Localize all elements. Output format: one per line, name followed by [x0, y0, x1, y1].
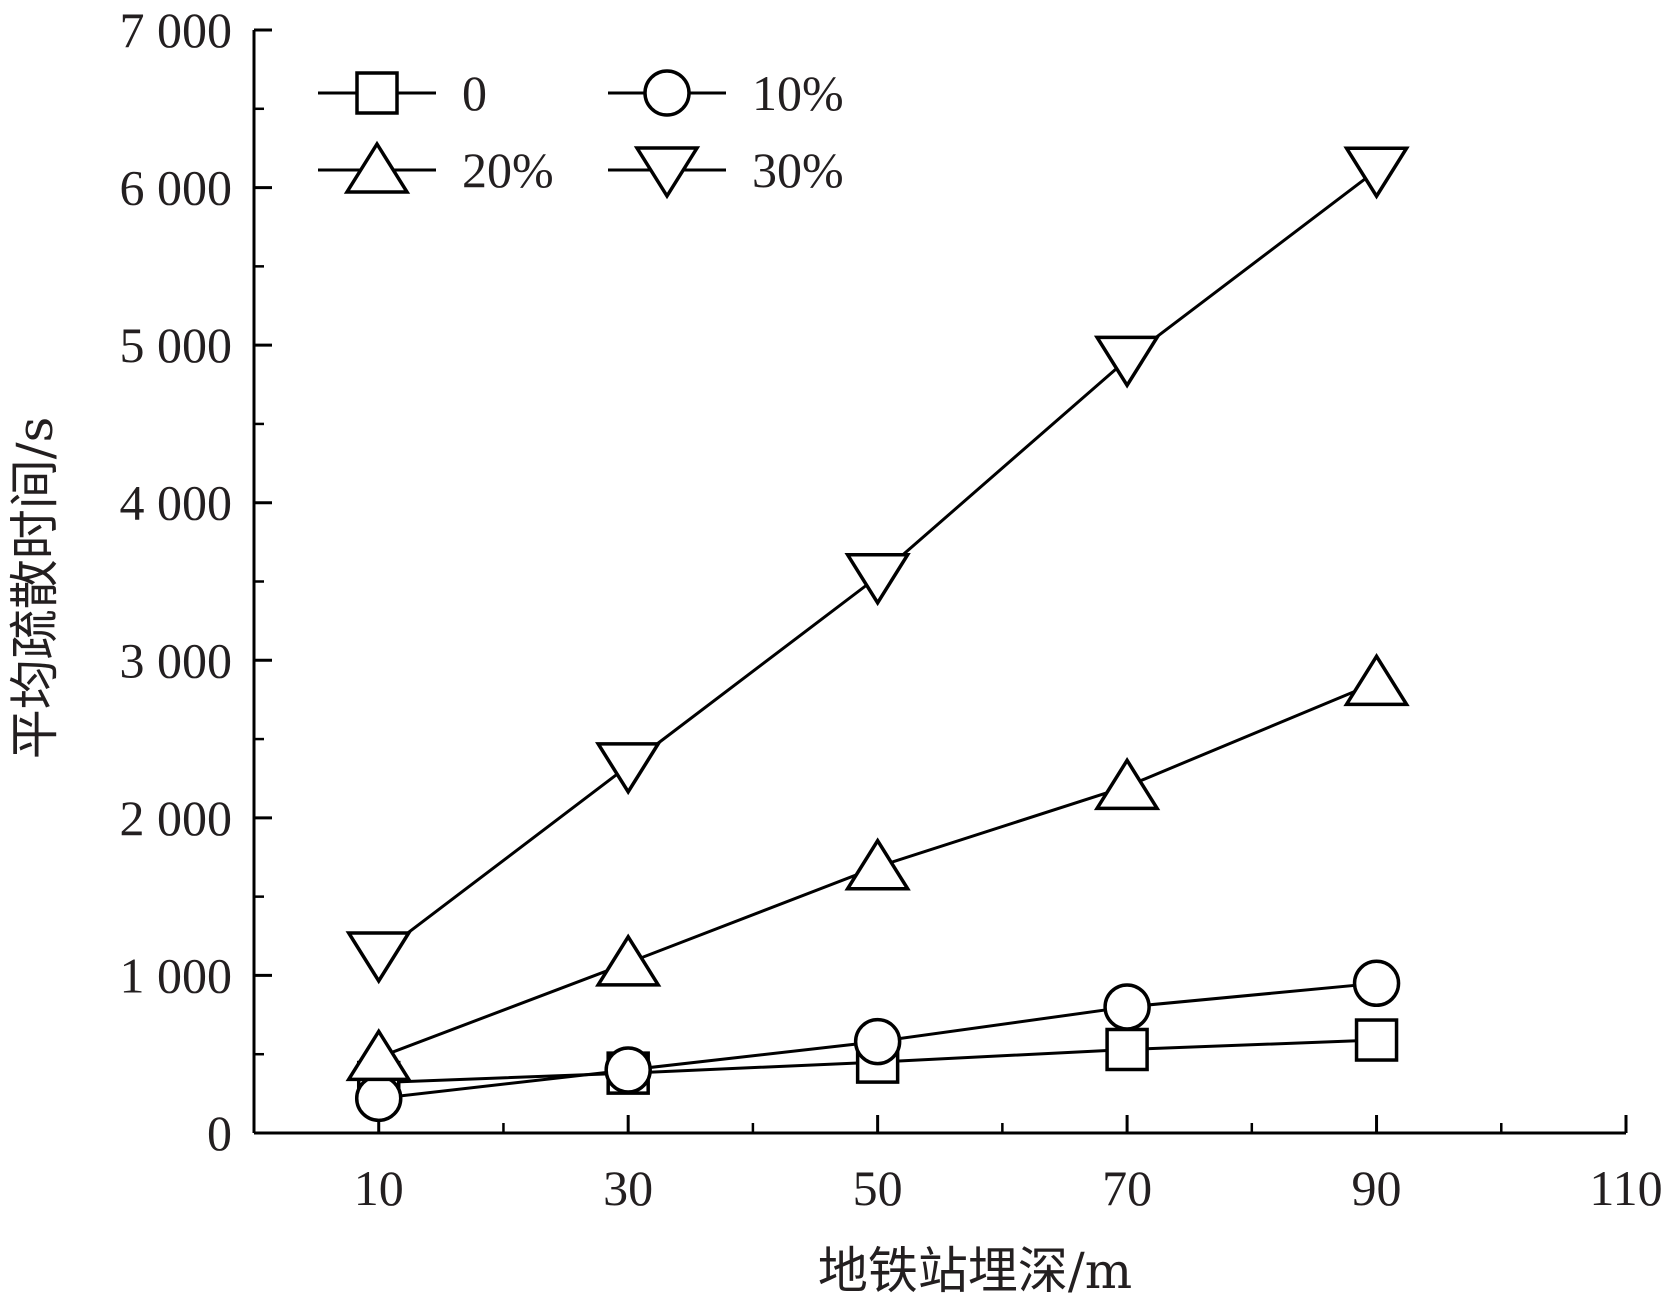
data-point-triangle-down	[1093, 335, 1161, 389]
y-tick-label: 5 000	[120, 317, 233, 373]
legend-item: 0	[318, 65, 487, 121]
y-axis-title: 平均疏散时间/s	[6, 417, 64, 760]
series-circle	[354, 959, 1401, 1123]
legend-label: 0	[462, 65, 487, 121]
legend-item: 20%	[318, 140, 554, 198]
y-tick-label: 0	[207, 1105, 232, 1161]
data-point-circle	[1103, 983, 1151, 1031]
x-tick-label: 10	[354, 1160, 404, 1216]
data-point-square	[1354, 1018, 1399, 1062]
legend-marker-triangle-down	[633, 146, 701, 200]
data-point-triangle-up	[1343, 653, 1410, 707]
x-tick-label: 70	[1102, 1160, 1152, 1216]
data-point-triangle-up	[345, 1028, 412, 1082]
legend-marker-square	[355, 71, 399, 115]
x-axis-title: 地铁站埋深/m	[818, 1242, 1132, 1300]
legend-label: 30%	[752, 142, 844, 198]
x-tick-label: 50	[853, 1160, 903, 1216]
y-tick-label: 3 000	[120, 632, 233, 688]
legend-marker-triangle-up	[343, 140, 411, 194]
y-tick-label: 4 000	[120, 475, 233, 531]
data-point-circle	[354, 1074, 403, 1123]
data-point-triangle-down	[345, 931, 412, 985]
data-point-circle	[1352, 959, 1401, 1008]
y-tick-label: 7 000	[120, 2, 233, 58]
y-tick-label: 2 000	[120, 790, 233, 846]
series-triangle-up	[345, 653, 1410, 1082]
series-layer	[345, 146, 1410, 1123]
x-tick-label: 110	[1589, 1160, 1662, 1216]
axes	[252, 30, 1626, 1135]
y-tick-label: 1 000	[120, 947, 233, 1003]
data-point-triangle-down	[1343, 146, 1410, 200]
x-axis-ticks: 10 30 50 70 90 110	[252, 1115, 1663, 1216]
legend-item: 30%	[608, 142, 844, 200]
data-point-triangle-up	[1093, 757, 1161, 811]
y-axis-ticks: 0 1 000 2 000 3 000 4 000 5 000 6 000 7 000	[120, 2, 272, 1161]
data-point-triangle-up	[595, 933, 662, 987]
data-point-circle	[853, 1017, 902, 1066]
legend-marker-circle	[643, 69, 691, 117]
x-tick-label: 30	[603, 1160, 653, 1216]
legend: 0 10% 20% 30%	[318, 65, 844, 200]
legend-item: 10%	[608, 65, 844, 121]
series-triangle-down	[345, 146, 1410, 985]
legend-label: 20%	[462, 142, 554, 198]
data-point-triangle-down	[595, 742, 662, 796]
legend-label: 10%	[752, 65, 844, 121]
y-tick-label: 6 000	[120, 160, 233, 216]
data-point-circle	[604, 1046, 652, 1094]
data-point-triangle-up	[844, 837, 911, 891]
x-tick-label: 90	[1352, 1160, 1402, 1216]
data-point-triangle-down	[844, 553, 911, 607]
data-point-square	[1105, 1027, 1149, 1072]
